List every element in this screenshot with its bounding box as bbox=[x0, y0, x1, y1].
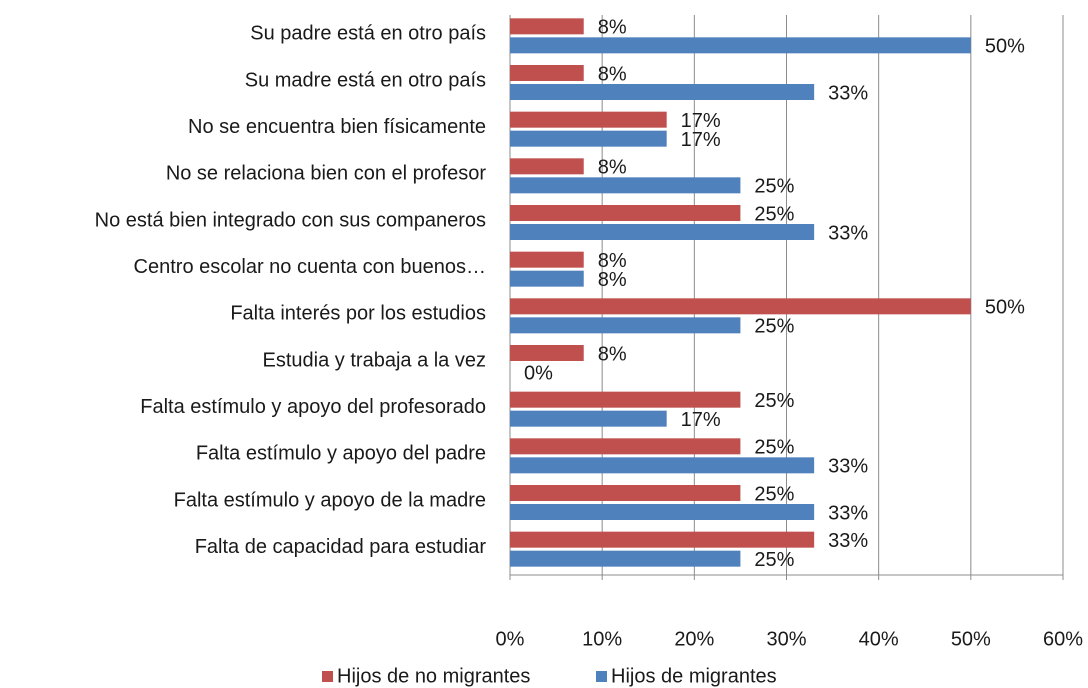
bar bbox=[510, 550, 741, 567]
value-label: 25% bbox=[754, 549, 794, 571]
value-label: 8% bbox=[598, 17, 627, 39]
legend-label: Hijos de no migrantes bbox=[337, 665, 530, 687]
bar bbox=[510, 345, 584, 361]
value-label: 0% bbox=[524, 362, 553, 384]
value-label: 8% bbox=[598, 63, 627, 85]
category-label: Centro escolar no cuenta con buenos… bbox=[134, 256, 486, 278]
x-tick-label: 0% bbox=[496, 628, 525, 650]
value-label: 25% bbox=[754, 483, 794, 505]
value-label: 50% bbox=[985, 36, 1025, 58]
value-label: 8% bbox=[598, 157, 627, 179]
bar bbox=[510, 504, 815, 520]
bar bbox=[510, 224, 815, 240]
value-label: 33% bbox=[828, 530, 868, 552]
value-label: 25% bbox=[754, 390, 794, 412]
value-label: 25% bbox=[754, 316, 794, 338]
value-label: 17% bbox=[681, 110, 721, 132]
category-label: Falta estímulo y apoyo del padre bbox=[196, 443, 486, 465]
bar bbox=[510, 84, 815, 100]
bar bbox=[510, 298, 971, 315]
bar bbox=[510, 37, 971, 54]
bar bbox=[510, 438, 741, 455]
value-label: 17% bbox=[681, 409, 721, 431]
category-label: No se relaciona bien con el profesor bbox=[166, 163, 487, 185]
bar bbox=[510, 317, 741, 334]
bar bbox=[510, 251, 584, 268]
bar bbox=[510, 111, 667, 128]
value-label: 33% bbox=[828, 222, 868, 244]
bar bbox=[510, 158, 584, 175]
value-label: 50% bbox=[985, 297, 1025, 319]
value-label: 25% bbox=[754, 437, 794, 459]
category-label: Su padre está en otro país bbox=[250, 23, 486, 45]
bar bbox=[510, 485, 741, 501]
x-tick-label: 20% bbox=[674, 628, 714, 650]
category-label: No se encuentra bien físicamente bbox=[188, 116, 486, 138]
category-label: Falta de capacidad para estudiar bbox=[195, 536, 487, 558]
category-label: Estudia y trabaja a la vez bbox=[263, 349, 486, 371]
value-label: 17% bbox=[681, 129, 721, 151]
legend-label: Hijos de migrantes bbox=[611, 665, 777, 687]
category-label: Falta estímulo y apoyo de la madre bbox=[174, 489, 486, 511]
value-label: 25% bbox=[754, 203, 794, 225]
bar bbox=[510, 457, 815, 474]
bar bbox=[510, 130, 667, 147]
category-label: Falta interés por los estudios bbox=[230, 303, 486, 325]
x-tick-label: 40% bbox=[859, 628, 899, 650]
value-label: 8% bbox=[598, 250, 627, 272]
value-label: 25% bbox=[754, 176, 794, 198]
legend-swatch bbox=[322, 671, 333, 682]
legend-swatch bbox=[596, 671, 607, 682]
bar bbox=[510, 270, 584, 287]
bar bbox=[510, 391, 741, 408]
x-tick-label: 30% bbox=[766, 628, 806, 650]
x-tick-label: 50% bbox=[951, 628, 991, 650]
value-label: 8% bbox=[598, 269, 627, 291]
bar bbox=[510, 531, 815, 548]
bar bbox=[510, 18, 584, 35]
bar bbox=[510, 410, 667, 427]
x-tick-label: 60% bbox=[1043, 628, 1083, 650]
category-label: Su madre está en otro país bbox=[245, 69, 486, 91]
bar bbox=[510, 65, 584, 81]
value-label: 33% bbox=[828, 82, 868, 104]
value-label: 33% bbox=[828, 502, 868, 524]
bar bbox=[510, 205, 741, 221]
value-label: 33% bbox=[828, 456, 868, 478]
category-label: Falta estímulo y apoyo del profesorado bbox=[140, 396, 486, 418]
bar bbox=[510, 177, 741, 194]
value-label: 8% bbox=[598, 343, 627, 365]
x-tick-label: 10% bbox=[582, 628, 622, 650]
category-label: No está bien integrado con sus companero… bbox=[95, 209, 486, 231]
